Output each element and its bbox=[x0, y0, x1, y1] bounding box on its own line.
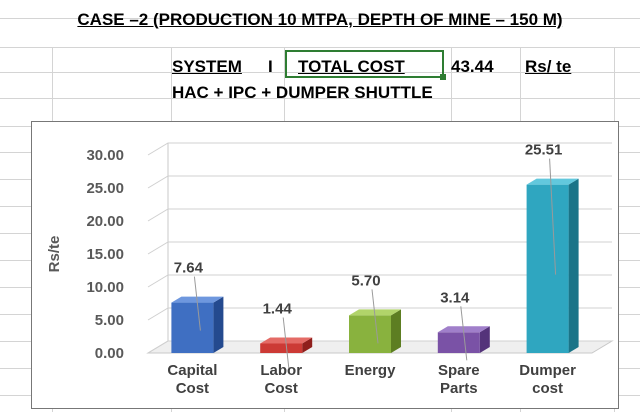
bar bbox=[260, 343, 303, 353]
category-label: Spare bbox=[438, 362, 480, 379]
category-label: Cost bbox=[176, 380, 209, 397]
y-tick-label: 30.00 bbox=[86, 147, 124, 164]
gridline bbox=[147, 175, 612, 189]
bar-chart: 0.00 5.00 10.00 15.00 20.00 25.00 30.00 Rs/te 7.… bbox=[46, 142, 614, 397]
chart-frame[interactable]: 0.00 5.00 10.00 15.00 20.00 25.00 30.00 Rs/te 7.… bbox=[31, 121, 619, 409]
gridline bbox=[147, 274, 612, 288]
bar bbox=[526, 184, 569, 353]
category-label: Cost bbox=[265, 380, 298, 397]
gridline bbox=[147, 208, 612, 222]
category-label: cost bbox=[532, 380, 563, 397]
data-label-leader bbox=[193, 276, 201, 331]
category-label: Energy bbox=[345, 362, 397, 379]
bar bbox=[349, 315, 391, 353]
unit-label: Rs/ te bbox=[525, 57, 572, 76]
bar-side bbox=[479, 326, 490, 353]
gridline bbox=[147, 307, 612, 321]
y-tick-label: 5.00 bbox=[95, 312, 124, 329]
y-axis-title: Rs/te bbox=[46, 236, 63, 273]
bar-side bbox=[391, 309, 401, 353]
fill-handle[interactable] bbox=[440, 74, 446, 80]
bar bbox=[171, 302, 214, 353]
data-label: 5.70 bbox=[351, 272, 380, 289]
data-label-leader bbox=[549, 158, 557, 275]
bar-side bbox=[568, 178, 579, 353]
selected-cell[interactable] bbox=[285, 50, 446, 80]
y-tick-label: 25.00 bbox=[86, 180, 124, 197]
bar-top bbox=[526, 178, 579, 185]
category-label: Capital bbox=[167, 362, 217, 379]
data-label-leader bbox=[460, 306, 468, 361]
data-label-leader bbox=[282, 317, 290, 372]
bar bbox=[437, 332, 480, 353]
system-label: SYSTEM bbox=[172, 57, 242, 76]
total-cost-value: 43.44 bbox=[451, 57, 494, 76]
bar-side bbox=[213, 296, 224, 353]
total-cost-label: TOTAL COST bbox=[298, 57, 405, 76]
gridline bbox=[147, 142, 612, 156]
data-label: 7.64 bbox=[174, 260, 204, 277]
y-tick-label: 15.00 bbox=[86, 246, 124, 263]
category-label: Parts bbox=[440, 380, 478, 397]
y-tick-label: 0.00 bbox=[95, 345, 124, 362]
data-label-leader bbox=[371, 289, 379, 344]
category-label: Dumper bbox=[519, 362, 576, 379]
system-description: HAC + IPC + DUMPER SHUTTLE bbox=[172, 83, 433, 102]
bar-side bbox=[302, 337, 313, 353]
y-tick-label: 10.00 bbox=[86, 279, 124, 296]
system-number: I bbox=[268, 57, 273, 76]
gridline bbox=[147, 241, 612, 255]
data-label: 25.51 bbox=[525, 142, 563, 159]
data-label: 3.14 bbox=[440, 289, 470, 306]
y-tick-label: 20.00 bbox=[86, 213, 124, 230]
data-label: 1.44 bbox=[263, 300, 293, 317]
category-label: Labor bbox=[260, 362, 302, 379]
page-title: CASE –2 (PRODUCTION 10 MTPA, DEPTH OF MI… bbox=[77, 10, 563, 29]
